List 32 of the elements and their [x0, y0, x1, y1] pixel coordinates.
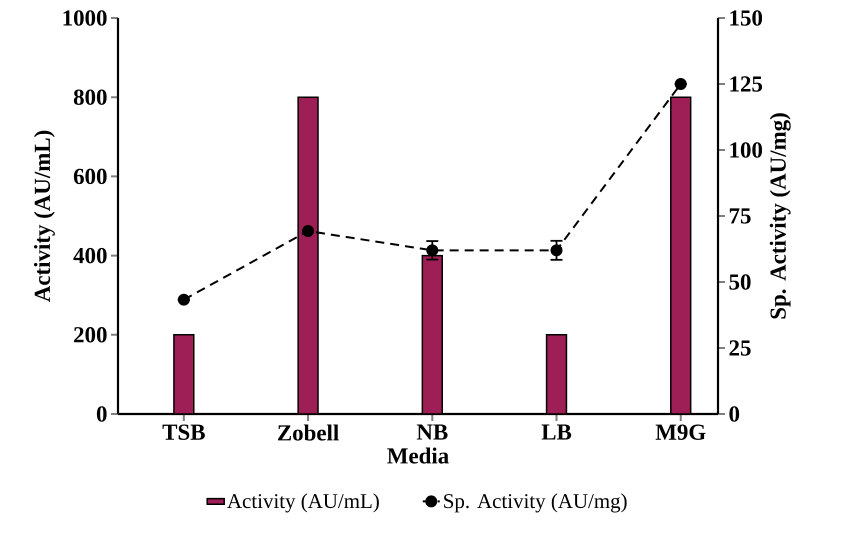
bar: [422, 254, 443, 414]
bar: [670, 96, 692, 414]
y-tick-label: 200: [74, 327, 107, 343]
x-tick-label: Zobell: [278, 424, 339, 441]
y2-tick-label: 50: [729, 274, 751, 290]
y-tick-label: 800: [74, 89, 107, 105]
point: [674, 78, 687, 90]
x-axis-title: Media: [387, 447, 449, 464]
x-tick-label: NB: [416, 424, 448, 440]
point: [178, 294, 190, 306]
x-tick-label: LB: [542, 424, 572, 440]
legend-label: Sp. Activity (AU/mg): [444, 493, 627, 512]
y-tick-label: 0: [96, 406, 107, 422]
y2-tick-label: 25: [729, 340, 751, 356]
y-tick-label: 400: [73, 248, 107, 264]
y-axis-title: Activity (AU/mL): [34, 130, 55, 302]
point: [302, 225, 314, 238]
y2-tick-label: 0: [729, 406, 740, 422]
y2-tick-label: 100: [730, 142, 762, 158]
bar: [297, 96, 319, 414]
y2-axis-title: Sp. Activity (AU/mg): [770, 113, 791, 319]
y2-tick-label: 75: [730, 208, 751, 224]
point: [426, 244, 438, 256]
y-tick-label: 1000: [63, 10, 107, 26]
point: [550, 244, 563, 256]
y-tick-label: 600: [74, 168, 107, 184]
y2-tick-label: 125: [730, 76, 762, 92]
y2-tick-label: 150: [730, 10, 762, 26]
bar: [173, 334, 195, 414]
x-tick-label: TSB: [162, 424, 205, 440]
x-tick-label: M9G: [656, 424, 706, 440]
legend-label: Activity (AU/mL): [227, 493, 379, 512]
